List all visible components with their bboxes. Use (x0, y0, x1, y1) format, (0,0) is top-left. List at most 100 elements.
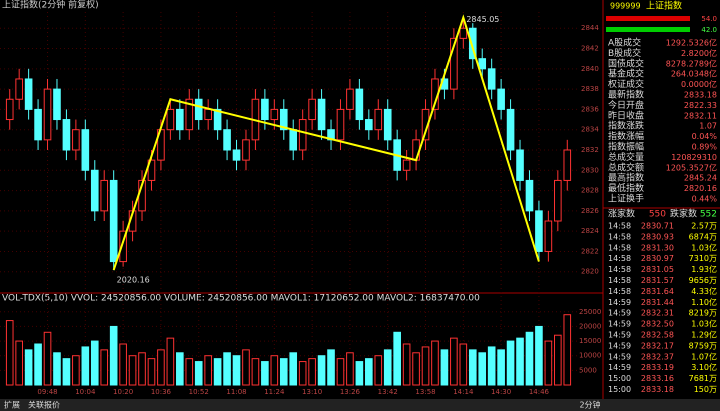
annotation: 2020.16 (117, 276, 150, 285)
volume-bar (412, 352, 420, 386)
candle-body (204, 108, 212, 121)
volume-bar (166, 337, 175, 386)
x-tick-label: 14:46 (529, 388, 550, 396)
candle-body (535, 210, 543, 252)
candle-body (544, 220, 553, 252)
candle-body (81, 129, 90, 171)
candle-body (242, 139, 250, 161)
volume-bar (34, 343, 42, 386)
volume-bar (176, 352, 184, 386)
ratio-label: 42.0 (701, 26, 717, 34)
footer-tab[interactable]: 关联报价 (28, 400, 60, 410)
candle-body (62, 119, 71, 151)
stat-value: 264.0348亿 (671, 69, 717, 79)
volume-bar (497, 349, 505, 386)
stat-value: 2822.33 (684, 101, 717, 110)
candle-body (24, 78, 33, 110)
volume-bar (317, 355, 326, 386)
tick-volume: 7310万 (689, 254, 717, 263)
tick-price: 2830.97 (641, 254, 674, 263)
stat-label: 指数涨跌 (608, 120, 644, 132)
volume-bar (327, 349, 335, 386)
annotation: 2845.05 (466, 15, 499, 24)
volume-bar (223, 352, 231, 386)
x-tick-label: 09:48 (37, 388, 57, 396)
x-tick-label: 13:42 (378, 388, 398, 396)
y-tick-label: 2838 (581, 85, 599, 93)
ratio-bar (606, 27, 690, 32)
candle-body (468, 27, 477, 60)
candle-body (261, 98, 269, 121)
y-tick-label: 2830 (581, 166, 599, 174)
volume-bar (15, 340, 23, 386)
tick-volume: 150万 (694, 385, 717, 394)
candle-body (402, 159, 411, 171)
volume-bar (421, 346, 430, 386)
stat-value: 0.44% (692, 195, 718, 204)
candle-body (185, 98, 194, 131)
volume-bar (43, 331, 52, 386)
candle-body (478, 58, 487, 70)
tick-time: 14:58 (608, 265, 631, 274)
candle-body (525, 179, 534, 212)
tick-time: 14:58 (608, 254, 631, 263)
y-tick-label: 2842 (581, 45, 599, 53)
x-tick-label: 10:52 (189, 388, 209, 396)
stat-label: 今日开盘 (608, 99, 644, 111)
y-tick-label: 25000 (579, 308, 601, 316)
code: 999999 (610, 2, 641, 11)
candle-body (100, 179, 109, 212)
candle-body (34, 108, 42, 141)
tick-time: 14:59 (608, 341, 631, 350)
volume-bar (563, 314, 572, 386)
volume-bar (289, 352, 298, 386)
candle-body (223, 129, 231, 151)
volume-bar (506, 340, 515, 386)
candle-body (279, 108, 288, 131)
stat-label: 指数涨幅 (608, 130, 644, 142)
volume-bar (535, 325, 543, 386)
ratio-label: 54.0 (701, 15, 717, 23)
tick-time: 14:59 (608, 331, 631, 340)
volume-bar (261, 361, 269, 386)
period[interactable]: 2分钟 (579, 400, 600, 410)
volume-bar (128, 355, 137, 386)
y-tick-label: 10000 (579, 352, 601, 360)
volume-bar (431, 340, 439, 386)
candle-body (383, 108, 392, 141)
stat-value: 0.04% (692, 132, 718, 141)
tick-price: 2833.18 (641, 385, 674, 394)
candle-body (308, 98, 316, 121)
stat-label: 指数振幅 (608, 141, 644, 153)
candle-body (506, 108, 515, 151)
tick-price: 2833.19 (641, 363, 674, 372)
y-tick-label: 2828 (581, 187, 599, 195)
y-tick-label: 15000 (579, 337, 601, 345)
tick-time: 15:00 (608, 374, 631, 383)
tick-volume: 3.10亿 (691, 362, 717, 372)
footer-tab[interactable]: 扩展 (4, 400, 20, 410)
volume-bar (554, 334, 562, 386)
stat-label: 国债成交 (608, 57, 644, 69)
tick-price: 2831.30 (641, 243, 674, 252)
stat-value: 2833.18 (684, 91, 717, 100)
y-tick-label: 2840 (581, 65, 599, 73)
stat-value: 2832.11 (684, 111, 717, 120)
tick-price: 2831.64 (641, 287, 674, 296)
candle-body (43, 88, 52, 141)
tick-time: 14:58 (608, 243, 631, 252)
volume-bar (138, 352, 146, 386)
volume-bar (157, 349, 165, 386)
tick-volume: 1.10亿 (691, 297, 717, 307)
x-tick-label: 14:30 (491, 388, 511, 396)
y-tick-label: 2834 (581, 126, 599, 134)
stat-label: 昨日收盘 (608, 109, 644, 121)
y-tick-label: 2820 (581, 268, 599, 276)
candle-body (72, 129, 80, 151)
candle-body (516, 149, 524, 181)
volume-bar (53, 352, 61, 386)
chart-title: 上证指数(2分钟 前复权) (2, 0, 99, 11)
tick-volume: 6874万 (689, 232, 717, 241)
breadth: 550 (649, 210, 666, 220)
